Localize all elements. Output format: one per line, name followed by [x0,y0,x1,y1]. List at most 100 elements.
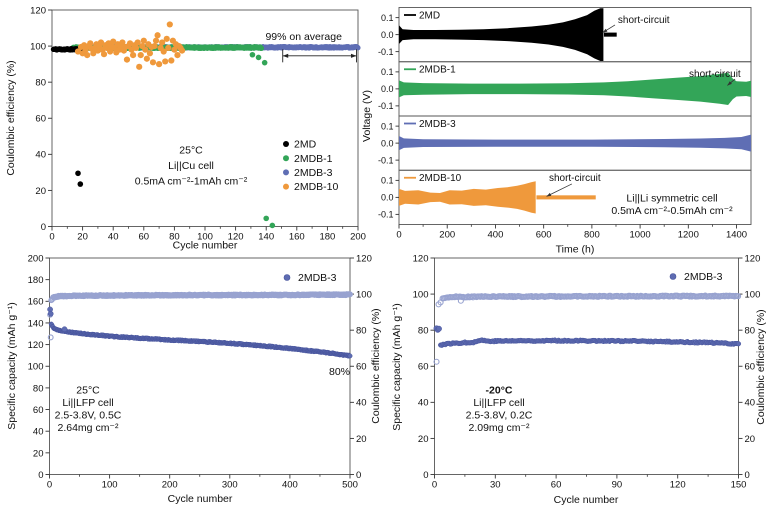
plot-border [434,257,739,475]
data-point [100,51,108,58]
voltage-subpanel-2MDB-3: 0.1 0.0 -0.1 2MDB-3 [378,115,752,171]
short-circuit-trace [603,32,617,37]
x-tick-label: 0 [49,232,54,243]
y-tick-label: -0.1 [378,155,394,165]
capacity-point [61,326,68,333]
y-left-tick-label: 200 [28,253,44,264]
y-right-tick-label: 80 [356,326,367,337]
legend-marker [283,155,289,162]
data-point [163,35,170,42]
legend-marker [283,183,289,190]
inset-text: 2.09mg cm⁻² [469,422,530,434]
series-2MDB-10 [74,21,186,70]
x-tick-label: 150 [731,480,747,491]
y-tick-label: 80 [35,78,46,89]
y-left-tick-label: 60 [418,362,429,373]
y-tick-label: 100 [30,41,46,52]
y-right-tick-label: 60 [356,362,367,373]
x-tick-label: 100 [197,232,213,243]
y-tick-label: 0.0 [381,138,394,148]
efficiency-point [433,358,440,365]
series-label: 2MD [419,10,440,21]
efficiency-series [433,292,742,365]
annotation-line [546,183,573,197]
y-left-tick-label: 40 [418,398,429,409]
y-right-tick-label: 80 [745,326,756,337]
data-point [75,170,81,177]
y-tick-label: 40 [35,150,46,161]
x-tick-label: 200 [439,230,455,241]
lfp-minus20c-panel: 0 30 60 90 120 150020406080100120020406080100… [391,253,767,506]
data-point [129,52,137,59]
inset-text: 2.5-3.8V, 0.5C [55,410,122,422]
x-tick-label: 1200 [678,230,699,241]
data-point [119,39,126,46]
y-tick-label: 0 [41,222,46,233]
x-tick-label: 20 [77,232,88,243]
x-tick-label: 120 [670,480,686,491]
x-axis-title: Cycle number [173,240,238,252]
capacity-series [433,325,742,348]
inset-text: 25°C [179,145,203,157]
x-tick-label: 200 [350,232,366,243]
legend-label: 2MDB-3 [684,271,723,283]
series-2MDB-1 [70,44,276,229]
lfp-25c-panel: 0 100 200 300 400 500020406080100120140160180… [6,253,382,505]
y-right-tick-label: 40 [356,398,367,409]
legend-marker [283,274,291,281]
x-tick-label: 0 [47,480,52,491]
data-point [255,54,262,61]
short-circuit-label: short-circuit [549,173,601,184]
efficiency-series [47,291,353,341]
legend-label: 2MDB-10 [294,181,339,193]
retention-annotation: 80% [329,366,350,378]
voltage-envelope [399,72,751,105]
x-tick-label: 500 [342,480,358,491]
x-tick-label: 40 [108,232,119,243]
series-label: 2MDB-10 [419,173,462,184]
y-right-tick-label: 20 [745,434,756,445]
efficiency-point [437,299,444,306]
legend-label: 2MDB-3 [298,272,337,284]
inset-text: 25°C [76,385,100,397]
x-tick-label: 0 [396,230,401,241]
x-tick-label: 160 [289,232,305,243]
data-point [140,37,147,44]
x-axis-title: Time (h) [556,244,595,256]
data-point [84,52,91,59]
y-left-tick-label: 0 [38,470,43,481]
x-tick-label: 600 [536,230,552,241]
data-point [97,39,105,46]
voltage-subpanel-2MDB-1: 0.1 0.0 -0.1 2MDB-1 short-circuit [378,61,752,117]
data-point [166,21,173,28]
short-circuit-trace [536,195,596,200]
data-point [142,46,149,53]
x-tick-label: 60 [139,232,150,243]
data-point [165,44,172,51]
coulombic-efficiency-panel: 0 20 40 60 80 100 120 140 160 180 200 0 20 40 60 80 100 1… [5,5,366,251]
x-tick-label: 120 [228,232,244,243]
x-tick-label: 140 [258,232,274,243]
x-axis-title: Cycle number [554,494,619,506]
legend-label: 2MDB-3 [294,167,333,179]
data-point [146,50,154,57]
data-point [156,61,163,68]
x-tick-label: 400 [282,480,298,491]
y-left-tick-label: 140 [28,318,44,329]
y-left-tick-label: 120 [413,253,429,264]
arrowhead [282,53,289,58]
data-point [171,46,178,53]
y-tick-label: 0.0 [381,84,394,94]
arrowhead [727,81,732,86]
data-point [249,51,256,58]
data-point [110,38,117,45]
y-tick-label: -0.1 [378,210,394,220]
data-point [258,45,265,51]
y-right-tick-label: 0 [356,470,361,481]
inset-text: 2.64mg cm⁻² [58,422,119,434]
y-left-tick-label: 100 [413,289,429,300]
data-point [154,32,161,39]
data-point [152,37,160,44]
